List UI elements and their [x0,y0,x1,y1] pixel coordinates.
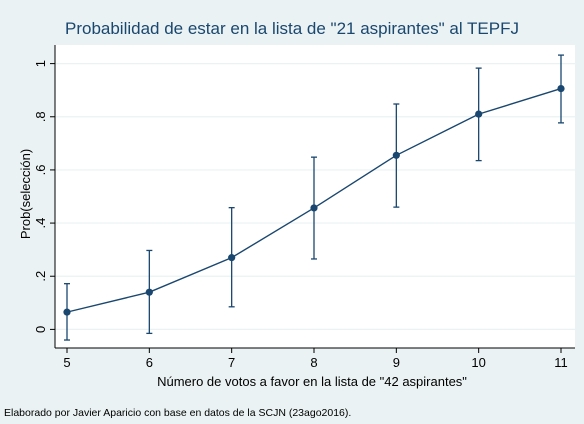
x-tick-label: 11 [554,355,568,370]
data-point [145,288,153,296]
y-tick-label: .8 [33,111,48,122]
data-points [63,84,565,316]
x-tick-label: 8 [310,355,317,370]
data-point [475,110,483,118]
data-point [392,151,400,159]
x-tick-label: 6 [146,355,153,370]
x-tick-label: 5 [63,355,70,370]
y-tick-label: .2 [33,271,48,282]
grid-lines [55,63,575,330]
x-tick-label: 7 [228,355,235,370]
plot-area [55,45,575,348]
source-note: Elaborado por Javier Aparicio con base e… [4,407,351,419]
y-tick-label: .4 [33,218,48,229]
x-axis-label: Número de votos a favor en la lista de "… [157,374,467,389]
y-tick-label: .6 [33,164,48,175]
x-tick-label: 10 [471,355,485,370]
chart-title: Probabilidad de estar en la lista de "21… [65,19,519,38]
axes: 0 .2 .4 .6 .8 1 5 6 7 8 9 10 11 [33,45,575,370]
y-tick-label: 1 [33,60,48,67]
y-axis-label: Prob(selección) [18,149,33,239]
data-point [63,308,71,316]
data-point [557,84,565,93]
y-tick-label: 0 [33,326,48,333]
data-point [310,204,318,212]
data-point [228,254,236,262]
x-tick-label: 9 [393,355,400,370]
